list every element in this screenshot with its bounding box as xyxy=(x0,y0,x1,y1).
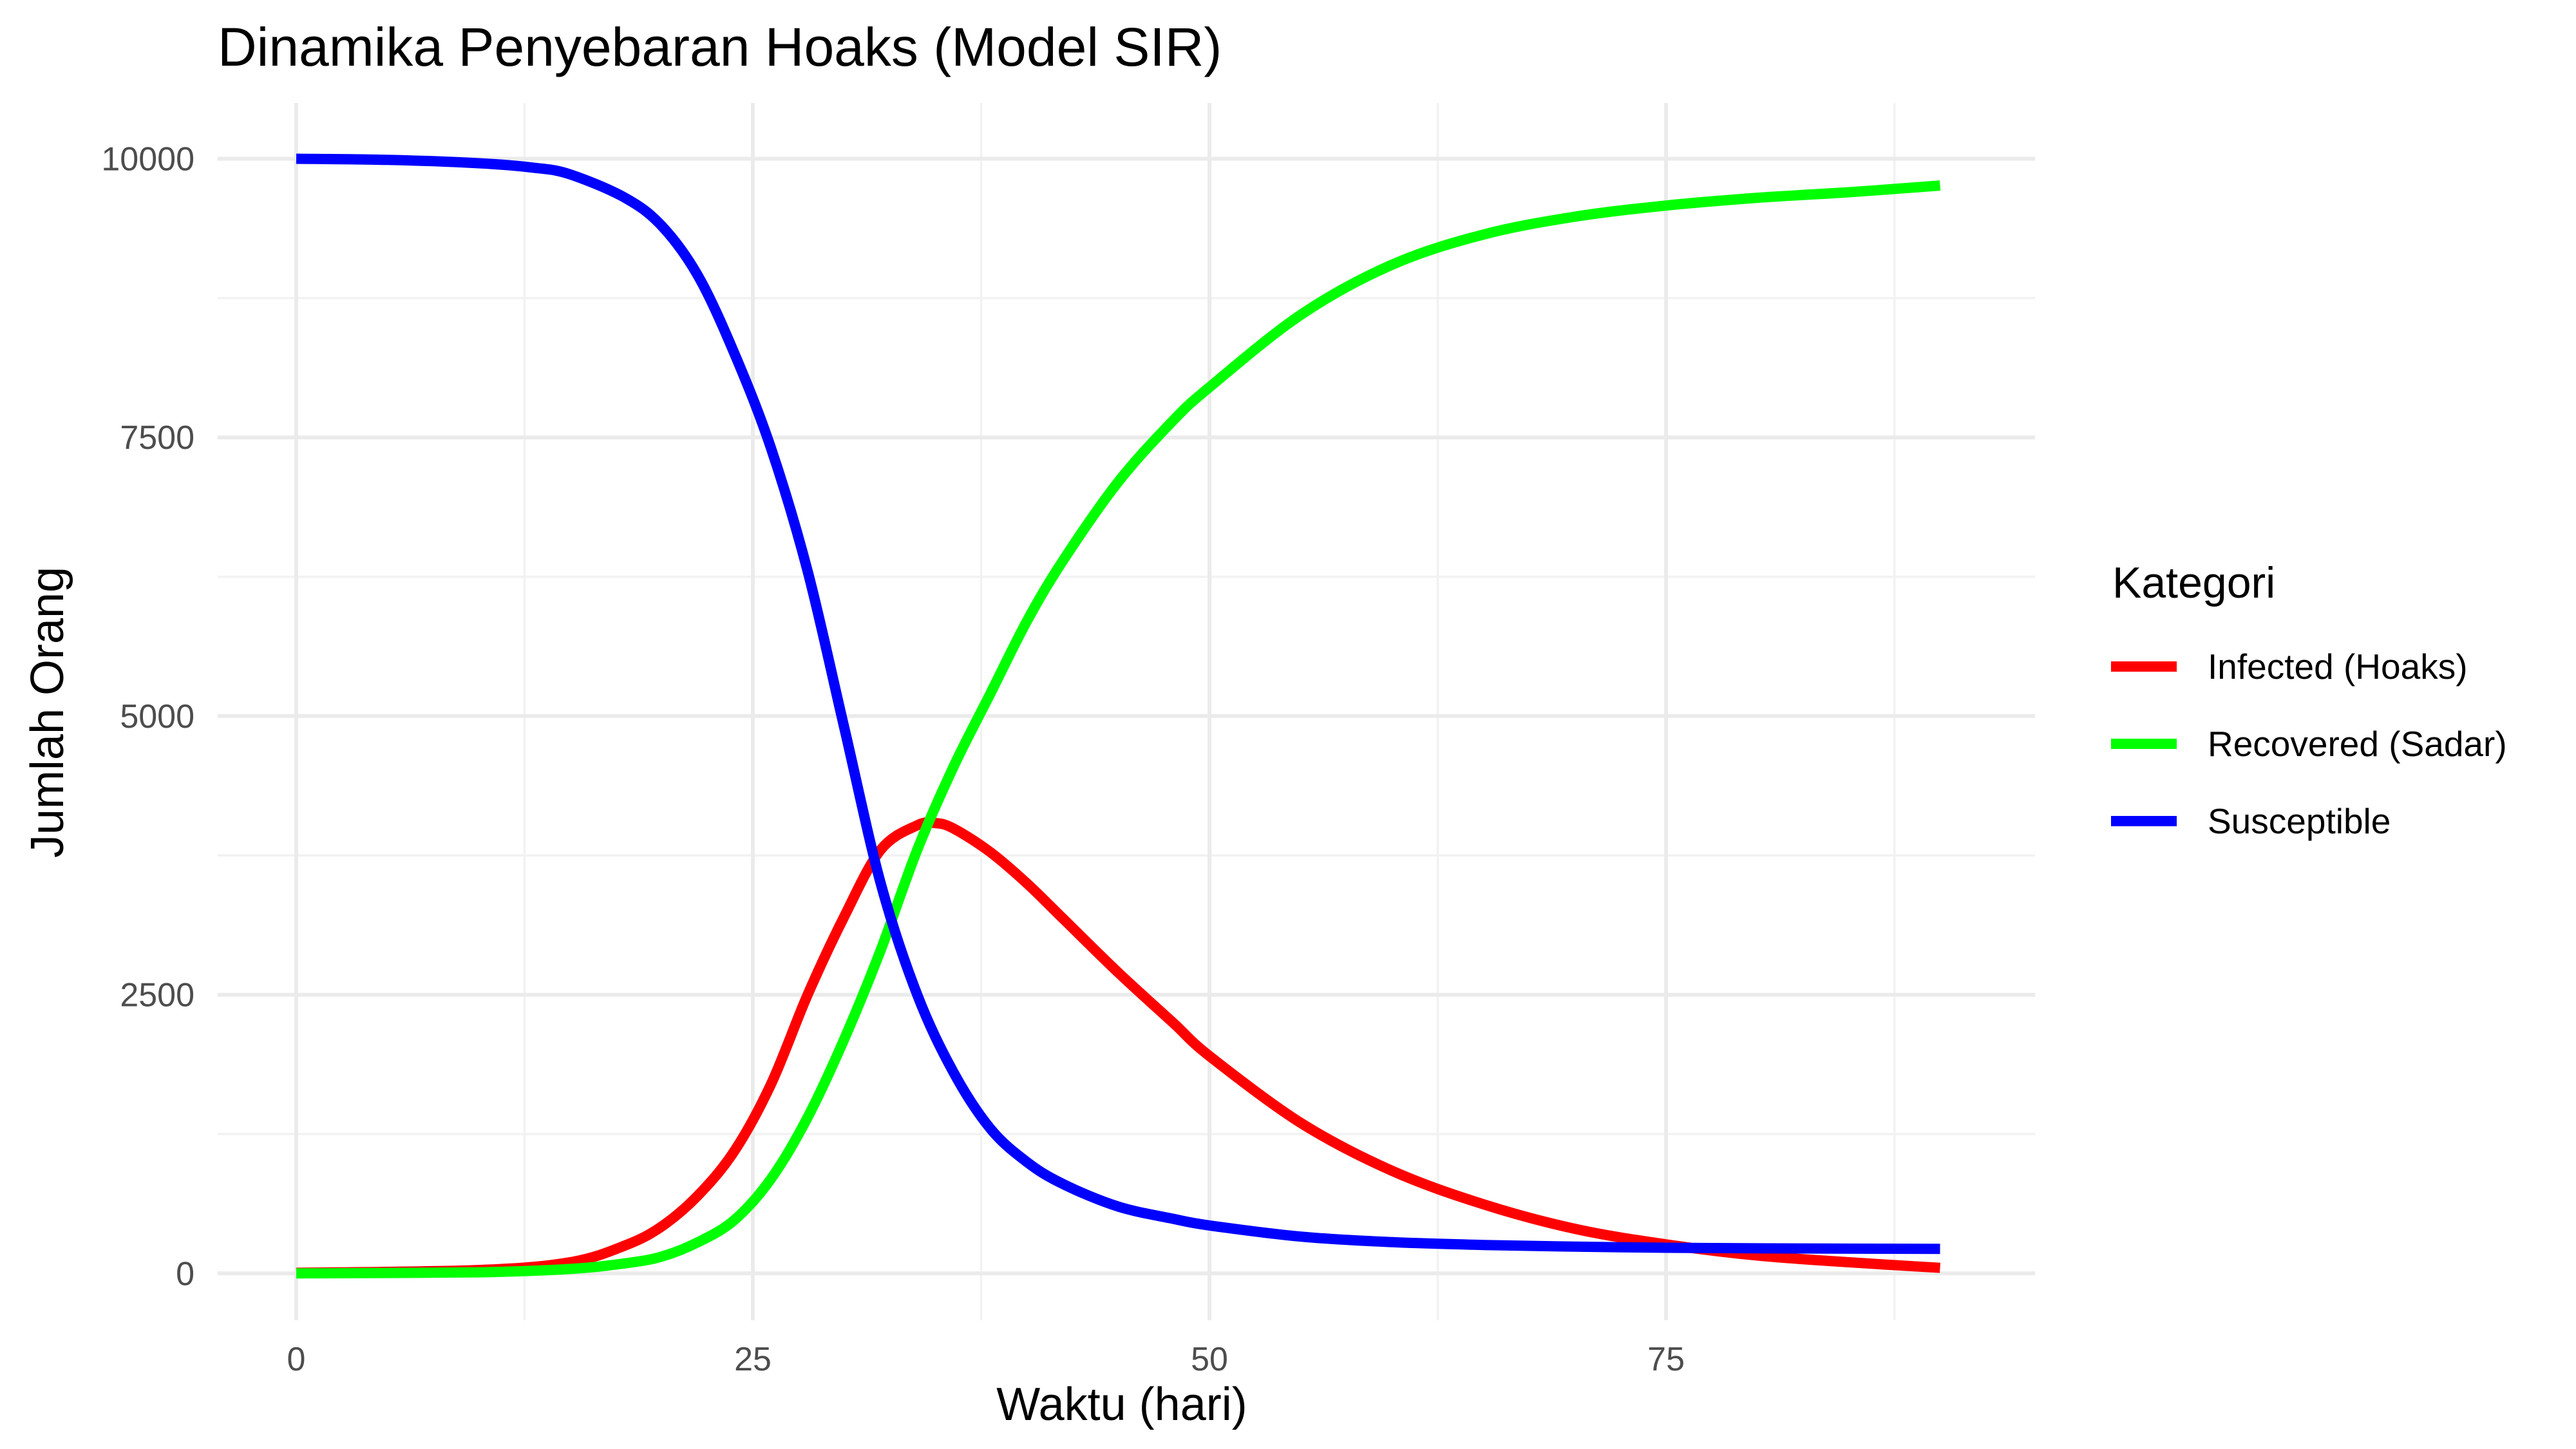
legend-items: Infected (Hoaks) Recovered (Sadar) Suscept… xyxy=(2111,647,2507,841)
series-line-susceptible xyxy=(296,153,1940,1255)
legend-label-recovered-sadar: Recovered (Sadar) xyxy=(2208,724,2507,764)
legend-label-susceptible: Susceptible xyxy=(2208,801,2391,841)
x-tick-label: 50 xyxy=(1191,1341,1228,1378)
y-tick-label: 0 xyxy=(176,1255,194,1293)
series-line-recovered-sadar xyxy=(296,180,1941,1279)
y-tick-label: 2500 xyxy=(120,977,194,1014)
y-tick-label: 5000 xyxy=(120,698,194,735)
x-tick-label: 75 xyxy=(1647,1341,1685,1378)
y-tick-label: 7500 xyxy=(120,419,194,457)
y-axis-title: Jumlah Orang xyxy=(22,567,73,858)
legend: Kategori Infected (Hoaks) Recovered (Sada… xyxy=(2111,558,2507,841)
tick-layer: 0 25 50 75 0 2500 5000 7500 10000 xyxy=(101,141,1685,1378)
y-tick-label: 10000 xyxy=(101,141,194,178)
x-tick-label: 0 xyxy=(287,1341,305,1378)
legend-title: Kategori xyxy=(2112,558,2275,607)
legend-label-infected-hoaks: Infected (Hoaks) xyxy=(2208,647,2468,687)
series-layer xyxy=(296,153,1941,1279)
x-tick-label: 25 xyxy=(734,1341,772,1378)
grid-layer xyxy=(218,103,2035,1320)
chart-title: Dinamika Penyebaran Hoaks (Model SIR) xyxy=(218,17,1222,77)
series-line-infected-hoaks xyxy=(296,817,1941,1278)
x-axis-title: Waktu (hari) xyxy=(996,1379,1247,1430)
